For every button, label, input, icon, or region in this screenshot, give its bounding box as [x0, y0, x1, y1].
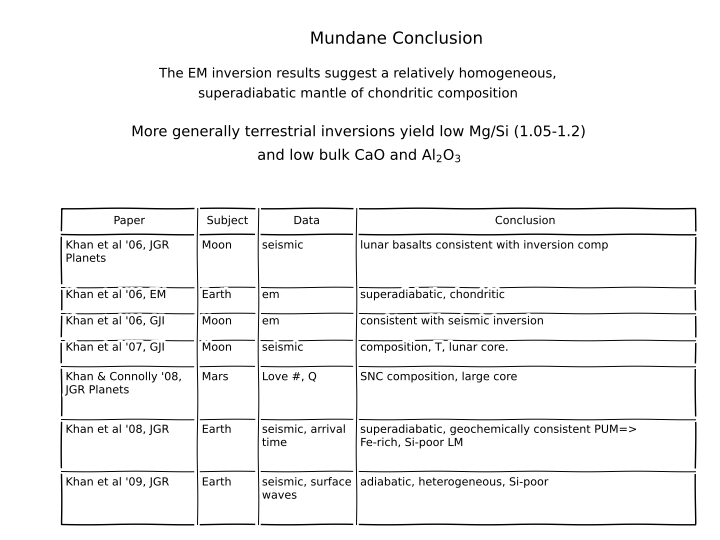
Text: Mars: Mars [202, 372, 229, 382]
Text: SNC composition, large core: SNC composition, large core [360, 372, 518, 382]
Text: Khan et al '06, EM: Khan et al '06, EM [66, 290, 166, 300]
Text: and low bulk CaO and Al$_2$O$_3$: and low bulk CaO and Al$_2$O$_3$ [257, 146, 463, 165]
Text: Moon: Moon [202, 240, 232, 251]
Text: Khan et al '09, JGR: Khan et al '09, JGR [66, 477, 169, 488]
Text: superadiabatic mantle of chondritic composition: superadiabatic mantle of chondritic comp… [198, 87, 522, 100]
Bar [61, 208, 695, 524]
Text: Moon: Moon [202, 343, 232, 353]
Text: seismic, surface
waves: seismic, surface waves [262, 477, 352, 501]
Text: More generally terrestrial inversions yield low Mg/Si (1.05-1.2): More generally terrestrial inversions yi… [131, 124, 589, 139]
Text: seismic: seismic [262, 240, 304, 251]
Text: Earth: Earth [202, 477, 232, 488]
Text: Khan et al '07, GJI: Khan et al '07, GJI [66, 343, 165, 353]
Text: Data: Data [294, 216, 320, 226]
Text: Paper: Paper [114, 216, 145, 226]
Text: Khan & Connolly '08,
JGR Planets: Khan & Connolly '08, JGR Planets [66, 372, 182, 395]
Text: Love #, Q: Love #, Q [262, 372, 317, 382]
Text: Earth: Earth [202, 425, 232, 435]
Text: Mundane Conclusion: Mundane Conclusion [310, 30, 482, 48]
Text: Subject: Subject [207, 216, 248, 226]
Text: em: em [262, 316, 279, 326]
Text: em: em [262, 290, 279, 300]
Text: composition, T, lunar core.: composition, T, lunar core. [360, 343, 509, 353]
Text: seismic, arrival
time: seismic, arrival time [262, 425, 346, 448]
Text: seismic: seismic [262, 343, 304, 353]
Text: superadiabatic, geochemically consistent PUM=>
Fe-rich, Si-poor LM: superadiabatic, geochemically consistent… [360, 425, 638, 448]
Text: Khan et al '06, JGR
Planets: Khan et al '06, JGR Planets [66, 240, 169, 264]
Text: consistent with seismic inversion: consistent with seismic inversion [360, 316, 544, 326]
Text: superadiabatic, chondritic: superadiabatic, chondritic [360, 290, 505, 300]
Text: Earth: Earth [202, 290, 232, 300]
Text: adiabatic, heterogeneous, Si-poor: adiabatic, heterogeneous, Si-poor [360, 477, 549, 488]
Text: Khan et al '08, JGR: Khan et al '08, JGR [66, 425, 169, 435]
Text: The EM inversion results suggest a relatively homogeneous,: The EM inversion results suggest a relat… [159, 68, 561, 80]
Text: Moon: Moon [202, 316, 232, 326]
Text: Khan et al '06, GJI: Khan et al '06, GJI [66, 316, 165, 326]
Text: lunar basalts consistent with inversion comp: lunar basalts consistent with inversion … [360, 240, 609, 251]
Text: Conclusion: Conclusion [495, 216, 556, 226]
